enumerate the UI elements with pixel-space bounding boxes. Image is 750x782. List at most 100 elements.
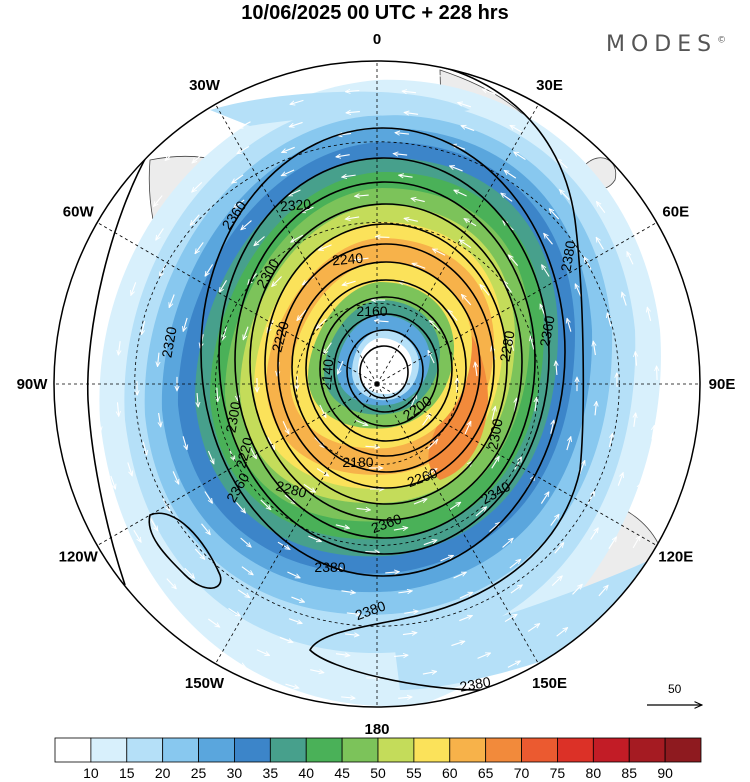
wind-vector [290,99,304,104]
wind-vector [217,387,218,402]
wind-vector [365,446,379,447]
wind-vector [99,417,101,432]
wind-vector [427,73,442,76]
wind-vector [100,246,108,259]
contour-2140 [359,345,409,399]
wind-vector [427,439,438,450]
wind-vector [90,479,96,493]
wind-vector [238,121,251,129]
wind-vector [459,591,473,599]
wind-vector [205,264,214,276]
wind-vector [129,194,138,206]
wind-vector [540,492,549,504]
wind-vector [534,115,546,124]
longitude-label: 150E [532,675,567,692]
wind-vector [433,248,446,256]
wind-vector [598,585,608,597]
wind-vector [314,73,328,76]
wind-vector [451,641,464,647]
contour-label: 2300 [222,400,243,434]
wind-vector [459,240,472,249]
wind-vector [303,483,316,492]
colorbar-tick-label: 70 [514,765,530,781]
wind-vector [491,456,499,469]
colorbar-swatch [592,737,630,763]
longitude-label: 90E [709,376,736,393]
wind-vector [281,169,295,177]
wind-vector [279,636,293,642]
longitude-label: 180 [364,721,389,738]
map-boundary [53,60,701,708]
wind-vector [156,228,164,240]
colorbar-tick-label: 65 [478,765,494,781]
wind-vector [118,341,120,355]
jet-tail-atl [210,91,470,126]
wind-vector [324,342,332,355]
wind-vector [336,155,350,157]
south-pole-marker [374,381,380,387]
wind-vector [413,499,427,505]
contour-2200 [319,296,453,442]
wind-vector [535,397,537,412]
wind-vector [503,281,512,293]
wind-vector [593,341,595,356]
wind-vector [489,522,500,532]
wind-vector [256,649,270,656]
wind-vector [342,280,356,285]
longitude-label: 60W [63,204,95,221]
wind-vector [646,247,654,261]
wind-vector [557,159,568,169]
wind-vector [422,671,437,674]
wind-vector [165,150,176,161]
wind-vector [393,528,408,530]
map-title: 10/06/2025 00 UTC + 228 hrs [241,2,509,24]
wind-vector [590,528,599,540]
colorbar-tick-label: 80 [586,765,602,781]
jet-tail-nz [395,560,653,690]
wind-vector [477,653,491,659]
wind-vector [412,263,426,269]
wind-vector [235,502,245,513]
wind-vector [459,616,472,622]
wind-vector [346,613,361,614]
contour-2300 [249,203,523,521]
wind-vector [183,317,188,331]
contour-label: 2380 [458,673,492,694]
wind-vector [133,529,141,542]
wind-vector [241,220,252,230]
wind-vector [514,152,526,161]
wind-vector [491,406,495,421]
colorbar-tick-label: 40 [298,765,314,781]
wind-vector [287,571,300,579]
wind-vector [249,446,257,458]
wind-vector [527,624,540,632]
contour-2340 [218,157,550,555]
longitude-label: 120E [658,549,693,566]
wind-vector [345,634,359,635]
wind-vector [551,576,562,586]
colorbar-tick-label: 35 [263,765,279,781]
colorbar-swatch [521,737,558,763]
wind-vector [632,536,640,549]
contour-label: 2220 [268,319,292,353]
wind-vector [461,126,475,132]
colorbar-tick-label: 50 [370,765,386,781]
colorbar-tick-label: 25 [191,765,207,781]
wind-vector [676,362,677,377]
wind-vector [398,697,412,698]
wind-vector [458,102,472,108]
wind-vector [219,280,228,292]
wind-vector [157,352,158,367]
colorbar-tick-label: 85 [621,765,637,781]
wind-vector [232,660,245,667]
contour-label: 2280 [274,477,308,501]
height-contours [86,61,585,691]
wind-vector [241,566,253,575]
wind-vector [572,584,583,595]
graticule [54,61,700,707]
wind-vector [335,524,350,528]
wind-vector [584,257,592,270]
wind-vector [404,611,418,613]
wind-vector [422,414,431,426]
wind-vector [510,125,523,133]
